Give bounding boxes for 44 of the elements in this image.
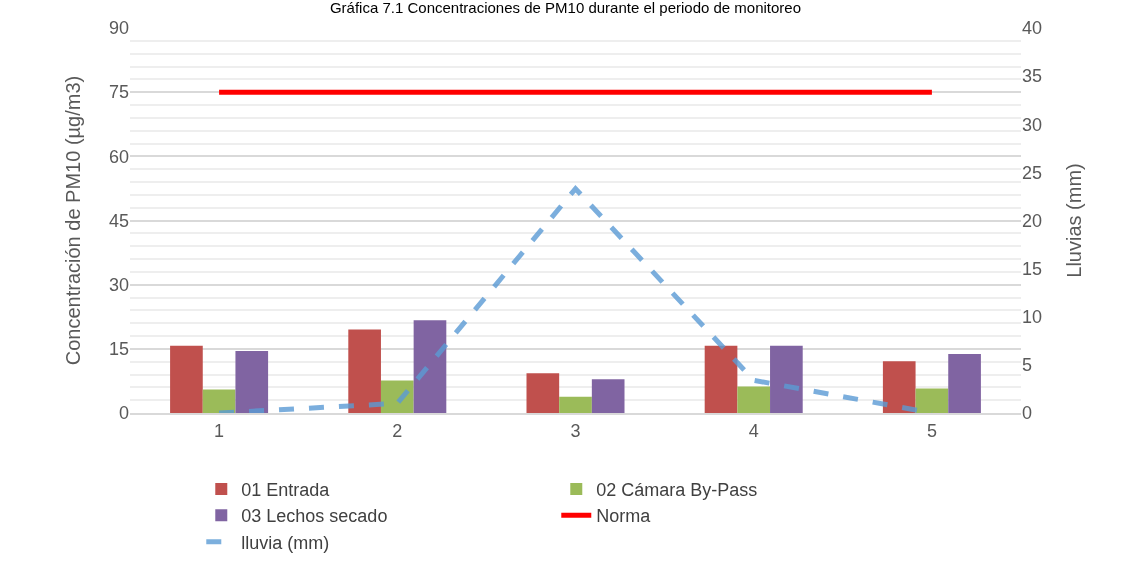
bar — [591, 379, 625, 413]
bar — [202, 389, 236, 413]
y2-tick-label: 0 — [1022, 403, 1033, 424]
x-tick-label: 4 — [748, 420, 759, 441]
y2-tick-label: 20 — [1022, 210, 1043, 231]
y-tick-label: 30 — [108, 274, 129, 295]
y-tick-label: 60 — [108, 146, 129, 167]
y2-tick-label: 40 — [1022, 18, 1043, 39]
bar — [704, 345, 738, 413]
x-tick-label: 1 — [214, 420, 225, 441]
bar — [413, 320, 447, 413]
y-axis-title: Concentración de PM10 (µg/m3) — [62, 75, 84, 366]
bar — [948, 353, 981, 413]
chart-title: Gráfica 7.1 Concentraciones de PM10 durante el periodo de monitoreo — [329, 0, 802, 17]
bar — [170, 345, 203, 413]
bar — [882, 361, 916, 413]
bar — [770, 345, 803, 413]
y2-tick-label: 10 — [1022, 307, 1043, 328]
bar — [348, 329, 381, 413]
legend-label: 01 Entrada — [241, 479, 331, 500]
bar — [526, 373, 560, 413]
bar — [235, 350, 269, 413]
y-tick-label: 0 — [118, 403, 129, 424]
y-tick-label: 15 — [108, 339, 129, 360]
x-tick-label: 5 — [926, 420, 937, 441]
bar — [915, 388, 949, 413]
y2-axis-title: Lluvias (mm) — [1063, 163, 1085, 278]
x-tick-label: 2 — [392, 420, 403, 441]
bar — [737, 386, 771, 413]
y2-tick-label: 25 — [1022, 162, 1043, 183]
y2-tick-label: 35 — [1022, 66, 1043, 87]
legend-label: 02 Cámara By-Pass — [596, 479, 758, 500]
legend-label: 03 Lechos secado — [241, 506, 388, 527]
x-tick-label: 3 — [570, 420, 581, 441]
y-tick-label: 45 — [108, 210, 129, 231]
y-tick-label: 75 — [108, 82, 129, 103]
legend-label: lluvia (mm) — [241, 532, 330, 553]
legend-label: Norma — [596, 506, 652, 527]
y2-tick-label: 5 — [1022, 355, 1033, 376]
y-tick-label: 90 — [108, 18, 129, 39]
bar — [559, 396, 592, 413]
y2-tick-label: 30 — [1022, 114, 1043, 135]
bar — [380, 380, 414, 413]
y2-tick-label: 15 — [1022, 258, 1043, 279]
